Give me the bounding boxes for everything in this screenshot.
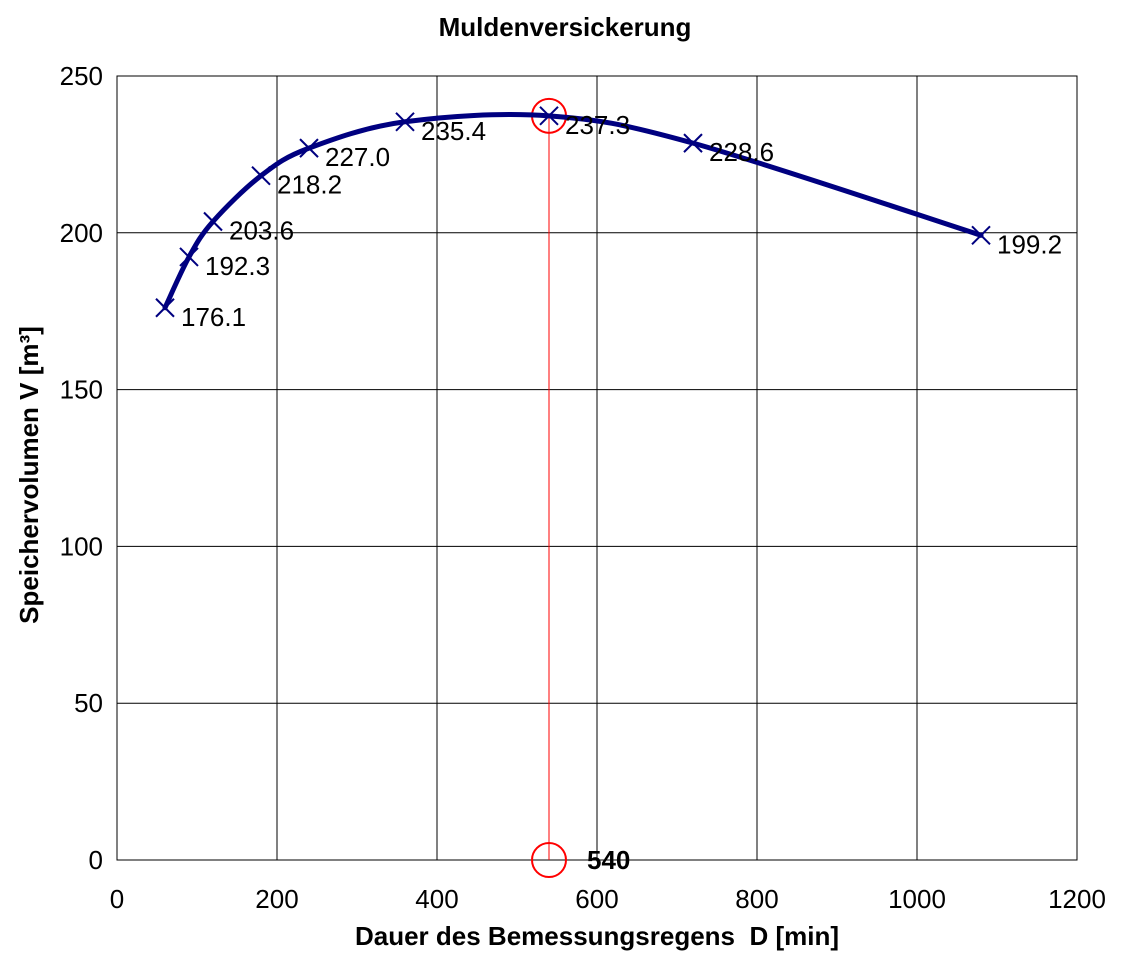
data-label: 227.0 xyxy=(325,142,390,172)
y-tick-label: 150 xyxy=(60,375,103,405)
y-tick-label: 250 xyxy=(60,61,103,91)
data-markers xyxy=(155,106,991,318)
data-point xyxy=(683,133,703,153)
max-indicator: 540 xyxy=(531,97,630,878)
x-tick-label: 0 xyxy=(110,884,124,914)
data-label: 218.2 xyxy=(277,170,342,200)
data-label: 203.6 xyxy=(229,216,294,246)
y-tick-label: 200 xyxy=(60,218,103,248)
y-tick-label: 50 xyxy=(74,688,103,718)
data-point xyxy=(179,247,199,267)
max-x-label: 540 xyxy=(587,845,630,875)
x-tick-label: 200 xyxy=(255,884,298,914)
data-label: 235.4 xyxy=(421,116,486,146)
data-point xyxy=(395,112,415,132)
data-point xyxy=(539,106,559,126)
y-axis-title: Speichervolumen V [m³] xyxy=(14,326,44,624)
data-point xyxy=(299,138,319,158)
data-label: 237.3 xyxy=(565,110,630,140)
y-tick-label: 100 xyxy=(60,531,103,561)
data-point xyxy=(155,298,175,318)
data-label: 199.2 xyxy=(997,229,1062,259)
data-label: 192.3 xyxy=(205,251,270,281)
data-label: 176.1 xyxy=(181,302,246,332)
data-label: 228.6 xyxy=(709,137,774,167)
x-tick-labels: 0 200 400 600 800 1000 1200 xyxy=(110,884,1106,914)
x-tick-label: 600 xyxy=(575,884,618,914)
x-tick-label: 800 xyxy=(735,884,778,914)
y-tick-labels: 0 50 100 150 200 250 xyxy=(60,61,103,875)
x-axis-title: Dauer des Bemessungsregens D [min] xyxy=(355,921,839,951)
x-tick-label: 1000 xyxy=(888,884,946,914)
plot-area xyxy=(116,75,1078,861)
grid xyxy=(116,75,1078,861)
y-tick-label: 0 xyxy=(89,845,103,875)
data-point xyxy=(251,166,271,186)
chart-title: Muldenversickerung xyxy=(439,12,692,42)
x-tick-label: 400 xyxy=(415,884,458,914)
x-tick-label: 1200 xyxy=(1048,884,1106,914)
data-point xyxy=(971,225,991,246)
series-line xyxy=(162,112,984,311)
data-point xyxy=(203,211,223,232)
max-x-circle xyxy=(531,842,567,878)
